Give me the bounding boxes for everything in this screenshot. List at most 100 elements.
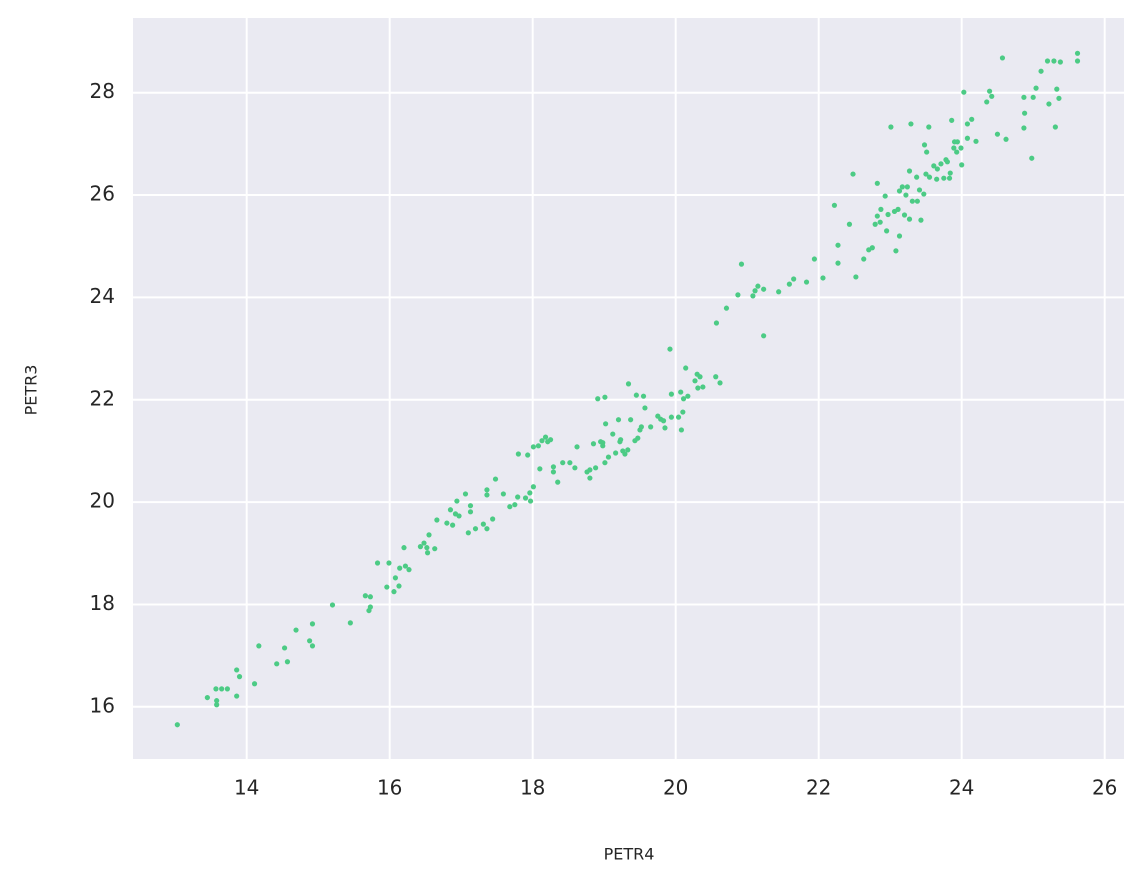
point: [507, 504, 513, 510]
point: [432, 546, 438, 552]
point: [1054, 86, 1060, 92]
point: [467, 509, 474, 515]
point: [374, 560, 381, 566]
point: [938, 161, 944, 167]
point: [490, 516, 496, 522]
plot-area: [133, 18, 1124, 759]
point: [914, 174, 920, 180]
point: [761, 286, 767, 292]
point: [542, 434, 549, 440]
point: [921, 142, 928, 148]
point: [281, 645, 288, 651]
point: [899, 184, 905, 190]
point: [274, 661, 280, 667]
point: [500, 491, 506, 497]
point: [986, 88, 993, 94]
y-tick-label: 16: [90, 693, 115, 717]
point: [648, 424, 654, 430]
point: [921, 191, 927, 197]
point: [454, 498, 460, 504]
y-tick-label: 28: [90, 79, 115, 103]
point: [835, 242, 841, 248]
y-tick-label: 18: [90, 591, 115, 615]
point: [685, 393, 691, 399]
point: [1003, 136, 1009, 142]
point: [882, 193, 888, 199]
point: [944, 159, 950, 165]
point: [680, 396, 687, 402]
point: [602, 460, 608, 466]
point: [309, 621, 316, 627]
point: [906, 168, 913, 174]
x-axis-label: PETR4: [604, 845, 655, 864]
point: [680, 409, 686, 415]
point: [904, 184, 910, 190]
x-tick-label: 20: [663, 776, 688, 800]
point: [909, 198, 915, 204]
point: [174, 722, 180, 728]
point: [555, 479, 561, 485]
point: [697, 374, 703, 380]
point: [587, 467, 593, 473]
point: [964, 121, 971, 127]
point: [811, 256, 818, 262]
point: [872, 221, 878, 227]
point: [484, 526, 490, 532]
point: [224, 686, 230, 692]
point: [214, 698, 220, 704]
point: [923, 171, 929, 177]
point: [406, 567, 412, 573]
point: [462, 491, 469, 497]
point: [1046, 101, 1052, 107]
point: [537, 466, 543, 472]
point: [515, 494, 521, 500]
point: [994, 131, 1001, 137]
point: [567, 460, 573, 466]
point: [472, 526, 479, 532]
point: [547, 437, 554, 443]
point: [426, 532, 432, 538]
point: [752, 288, 758, 294]
point: [527, 490, 533, 496]
point: [638, 424, 644, 430]
point: [678, 427, 685, 433]
point: [1057, 59, 1063, 65]
point: [204, 694, 210, 701]
point: [1033, 85, 1039, 91]
point: [885, 211, 891, 218]
point: [973, 138, 979, 144]
point: [755, 283, 761, 289]
point: [467, 503, 474, 509]
point: [396, 583, 402, 589]
point: [539, 438, 545, 444]
point: [512, 502, 518, 508]
point: [628, 417, 634, 423]
point: [820, 275, 826, 281]
point: [625, 381, 632, 387]
point: [750, 293, 756, 299]
point: [662, 425, 668, 431]
point: [530, 444, 537, 450]
point: [434, 517, 440, 523]
point: [660, 418, 667, 424]
point: [713, 320, 720, 326]
point: [888, 124, 894, 130]
point: [402, 563, 409, 569]
point: [1021, 125, 1027, 131]
point: [465, 530, 471, 536]
point: [602, 394, 608, 400]
point: [878, 206, 884, 212]
point: [896, 233, 903, 239]
point: [610, 431, 616, 437]
point: [692, 378, 698, 384]
point: [391, 589, 397, 595]
point: [941, 175, 947, 181]
point: [401, 545, 407, 551]
y-axis-label: PETR3: [22, 365, 41, 416]
point: [959, 162, 965, 168]
point: [668, 391, 675, 397]
point: [284, 659, 291, 665]
point: [593, 465, 599, 471]
point: [214, 702, 220, 708]
point: [347, 620, 353, 626]
